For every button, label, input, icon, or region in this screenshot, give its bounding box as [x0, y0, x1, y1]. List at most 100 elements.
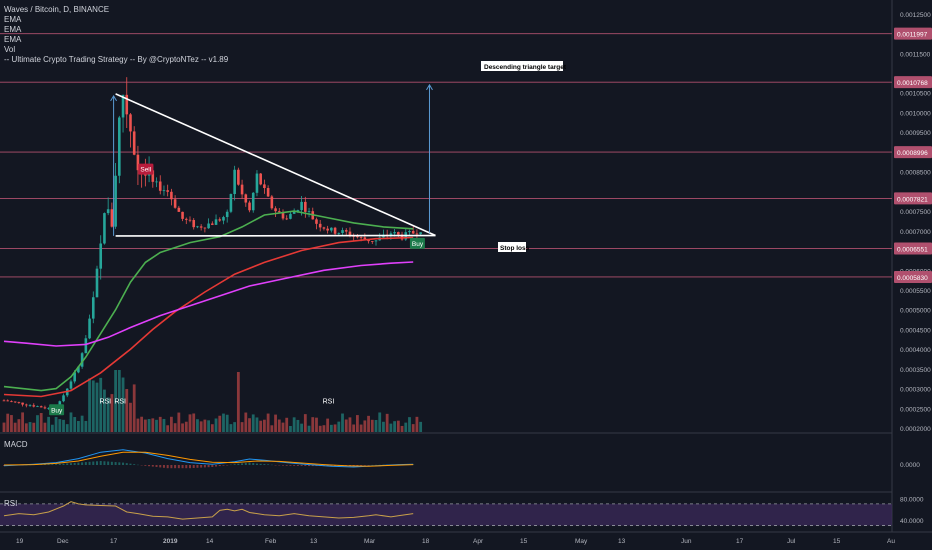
candle-body	[184, 218, 188, 220]
macd-histogram-bar	[55, 464, 58, 465]
macd-histogram-bar	[43, 464, 46, 465]
volume-bar	[222, 413, 225, 432]
volume-bar	[84, 420, 88, 432]
candle-body	[21, 402, 24, 405]
volume-bar	[296, 419, 300, 432]
candle-body	[125, 94, 129, 115]
candle-body	[240, 184, 244, 195]
candle-body	[408, 231, 411, 233]
volume-bar	[356, 415, 359, 432]
volume-bar	[233, 422, 237, 432]
time-axis[interactable]: 19 Dec 17 2019 14 Feb 13 Mar 18 Apr 15 May 13 Jun 17 Ju…	[16, 538, 895, 545]
candle-body	[69, 381, 73, 389]
candle-body	[356, 236, 359, 238]
sell-signal-label: Sell	[140, 167, 151, 174]
volume-bar	[151, 418, 155, 432]
candle-body	[326, 228, 329, 231]
volume-bar	[188, 414, 192, 432]
candle-body	[393, 232, 396, 234]
legend-ema-1[interactable]: EMA	[4, 15, 22, 24]
price-tick-label: 0.0003000	[900, 387, 931, 394]
rsi-label[interactable]: RSI	[4, 499, 18, 508]
candle-body	[207, 223, 210, 229]
volume-bar	[266, 413, 270, 432]
macd-histogram-bar	[289, 465, 292, 466]
volume-bar	[207, 420, 210, 432]
macd-histogram-bar	[133, 464, 136, 465]
candle-body	[80, 353, 84, 367]
volume-bar	[65, 424, 69, 432]
macd-histogram-bar	[107, 461, 110, 465]
volume-bar	[36, 415, 39, 432]
ema-mid-line	[3, 236, 414, 398]
volume-bar	[404, 422, 408, 432]
symbol-title[interactable]: Waves / Bitcoin, D, BINANCE	[4, 5, 110, 14]
candle-body	[237, 169, 240, 185]
volume-bar	[121, 377, 125, 432]
ema-lines	[3, 210, 414, 398]
candle-body	[348, 231, 352, 236]
macd-histogram-bar	[125, 463, 128, 465]
legend-ema-2[interactable]: EMA	[4, 25, 22, 34]
volume-bar	[199, 421, 203, 432]
volume-bar	[236, 372, 240, 432]
candle-body	[181, 211, 184, 219]
candle-body	[158, 181, 162, 191]
macd-histogram-bar	[308, 465, 311, 467]
macd-histogram-bar	[233, 464, 236, 465]
volume-bar	[352, 424, 356, 432]
macd-histogram-bar	[263, 464, 266, 465]
buy-signal-badge	[409, 237, 425, 249]
macd-line	[3, 449, 414, 468]
macd-histogram-bar	[237, 463, 240, 465]
macd-histogram-bar	[151, 465, 154, 467]
macd-histogram-bar	[241, 463, 244, 465]
volume-bar	[88, 378, 91, 432]
candle-body	[155, 181, 158, 183]
descending-triangle[interactable]	[110, 83, 436, 237]
macd-histogram-bar	[177, 465, 180, 469]
volume-bar	[248, 418, 251, 432]
candle-body	[88, 318, 91, 339]
macd-histogram-bar	[77, 462, 80, 465]
legend-strategy[interactable]: -- Ultimate Crypto Trading Strategy -- B…	[4, 55, 229, 64]
volume-bar	[382, 421, 385, 432]
candle-body	[263, 184, 266, 189]
volume-bar	[374, 419, 378, 432]
macd-histogram-bar	[58, 463, 61, 465]
legend-ema-3[interactable]: EMA	[4, 35, 22, 44]
target-label-box	[481, 61, 563, 71]
macd-histogram-bar	[148, 465, 151, 467]
macd-histogram-bar	[252, 463, 255, 465]
volume-bar	[184, 421, 188, 432]
volume-bar	[251, 414, 255, 432]
time-tick-label: 19	[16, 538, 24, 545]
volume-bar	[315, 417, 318, 432]
candle-body	[84, 338, 88, 354]
candle-body	[199, 226, 203, 228]
volume-bar	[177, 412, 181, 432]
volume-bar	[54, 416, 58, 432]
legend-volume[interactable]: Vol	[4, 45, 16, 54]
volume-bar	[114, 370, 117, 432]
macd-histogram-bar	[99, 461, 102, 465]
volume-bar	[285, 417, 289, 432]
volume-bar	[393, 421, 396, 432]
macd-label[interactable]: MACD	[4, 440, 28, 449]
candle-body	[43, 407, 47, 409]
macd-histogram-bar	[330, 465, 333, 467]
time-tick-label: Mar	[364, 538, 376, 545]
candle-body	[151, 170, 155, 182]
volume-bar	[263, 419, 266, 432]
candle-body	[277, 211, 281, 213]
volume-bar	[270, 425, 274, 432]
rsi-signal-label: RSI	[323, 399, 335, 406]
macd-histogram-bar	[360, 465, 363, 466]
macd-histogram-bar	[285, 465, 288, 466]
macd-tick-label: 0.0000	[900, 462, 920, 469]
macd-signal-line	[3, 451, 414, 467]
volume-bar	[162, 418, 166, 432]
volume-bar	[307, 425, 311, 432]
price-axis[interactable]: 0.0012500 0.0011997 0.0011500 0.0010768 0.00…	[894, 12, 932, 433]
